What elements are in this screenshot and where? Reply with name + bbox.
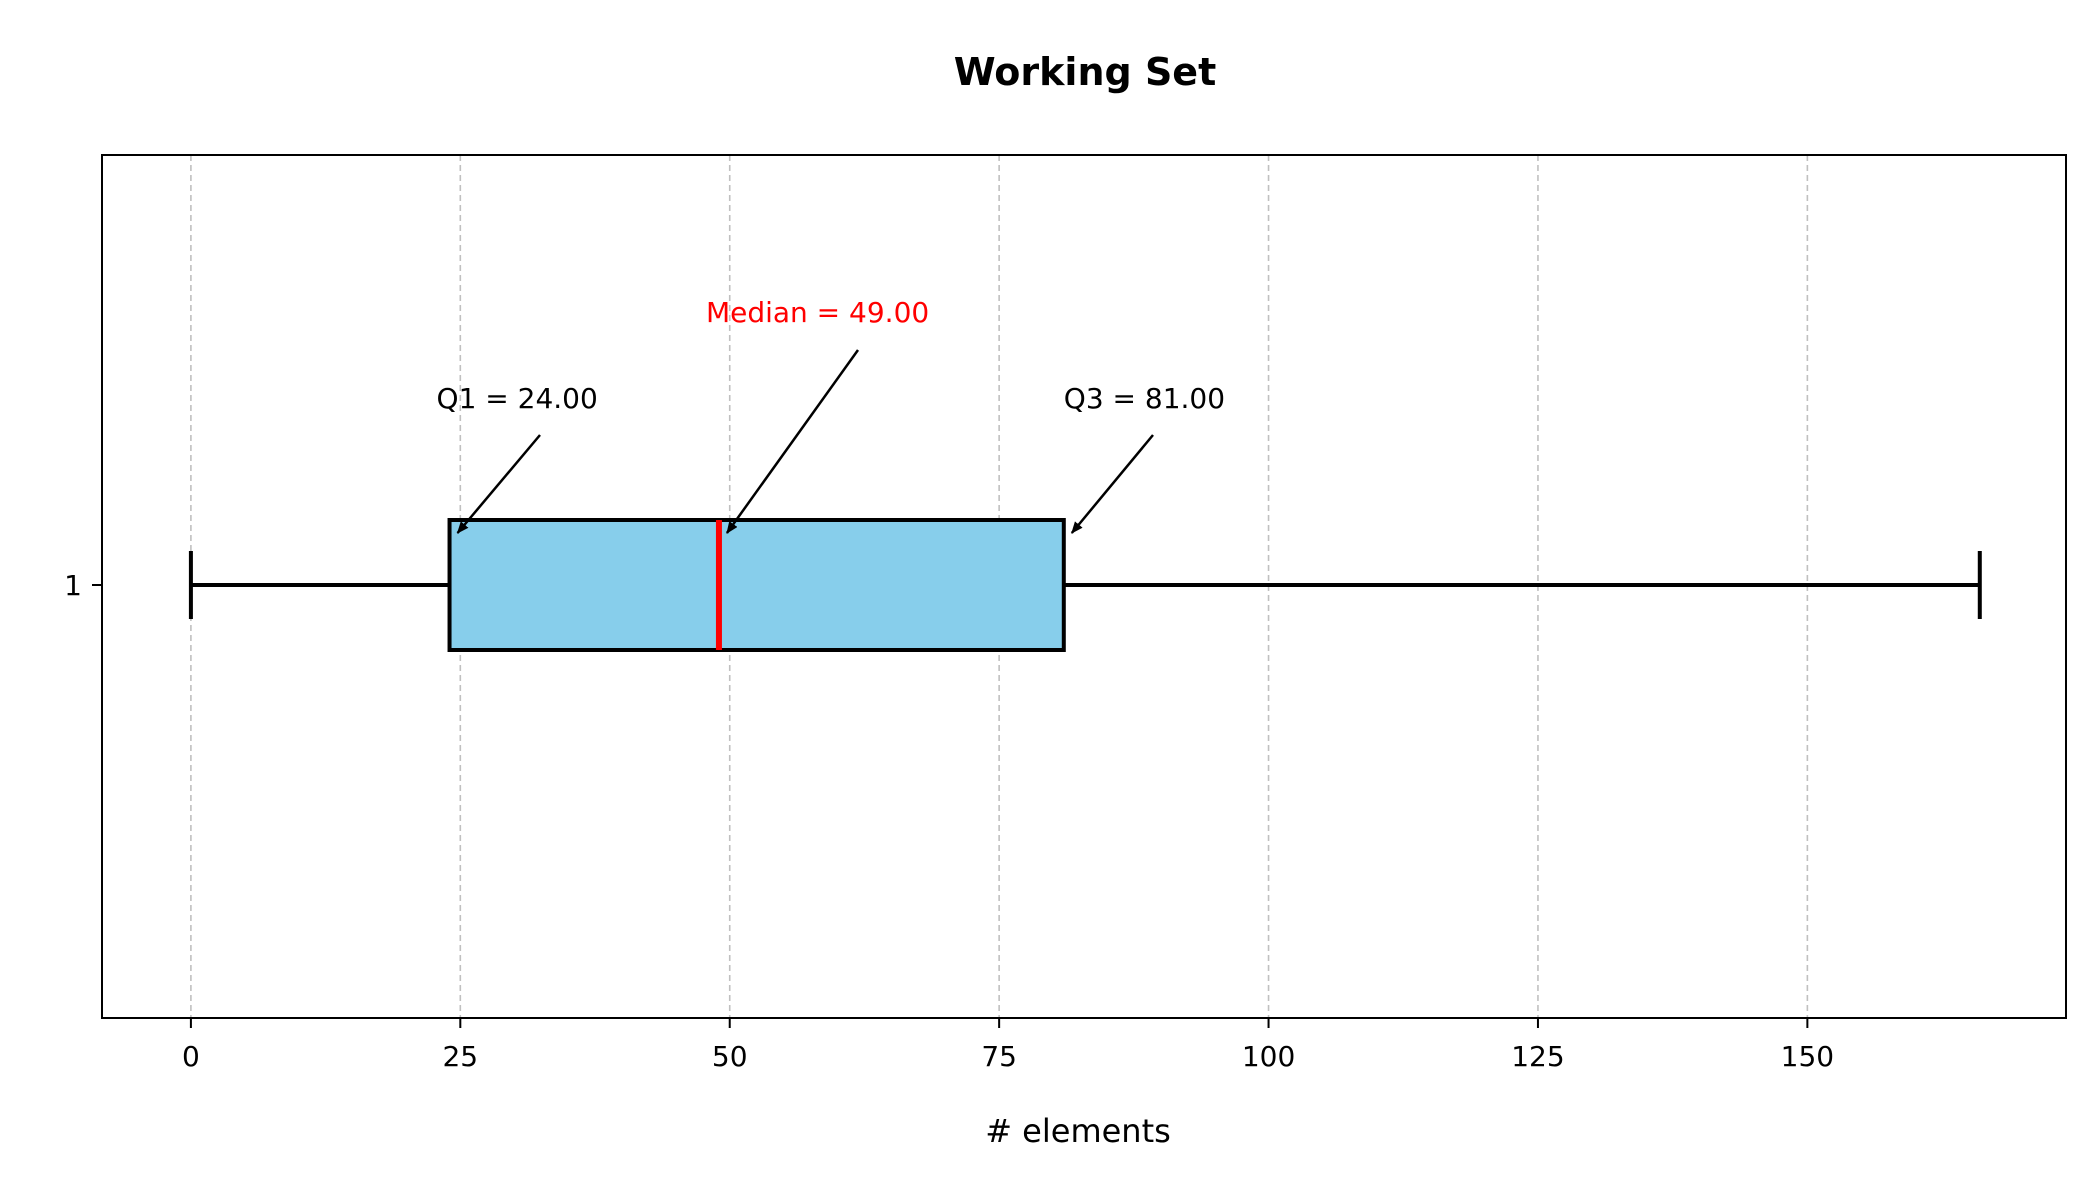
annotations: Q1 = 24.00 Median = 49.00 Q3 = 81.00 xyxy=(437,296,1225,534)
x-tick-label: 25 xyxy=(442,1040,478,1073)
annotation-q1-label: Q1 = 24.00 xyxy=(437,382,598,415)
annotation-q1-arrow xyxy=(456,434,541,534)
y-tick-label: 1 xyxy=(64,569,82,602)
axes: 0 25 50 75 100 125 150 1 xyxy=(64,154,2067,1073)
plot-area xyxy=(188,518,1982,652)
x-tick-label: 50 xyxy=(712,1040,748,1073)
x-tick-label: 150 xyxy=(1781,1040,1834,1073)
annotation-q3-arrow xyxy=(1070,434,1154,534)
x-tick-label: 125 xyxy=(1511,1040,1564,1073)
x-tick-label: 75 xyxy=(981,1040,1017,1073)
x-tick-label: 100 xyxy=(1242,1040,1295,1073)
annotation-median-arrow xyxy=(725,349,860,534)
x-tick-label: 0 xyxy=(182,1040,200,1073)
plot-frame xyxy=(101,154,2067,1019)
iqr-box xyxy=(447,518,1066,652)
annotation-q3-label: Q3 = 81.00 xyxy=(1064,382,1225,415)
x-axis-label: # elements xyxy=(985,1112,1171,1150)
chart-title: Working Set xyxy=(954,50,1217,94)
annotation-median-label: Median = 49.00 xyxy=(706,296,929,329)
